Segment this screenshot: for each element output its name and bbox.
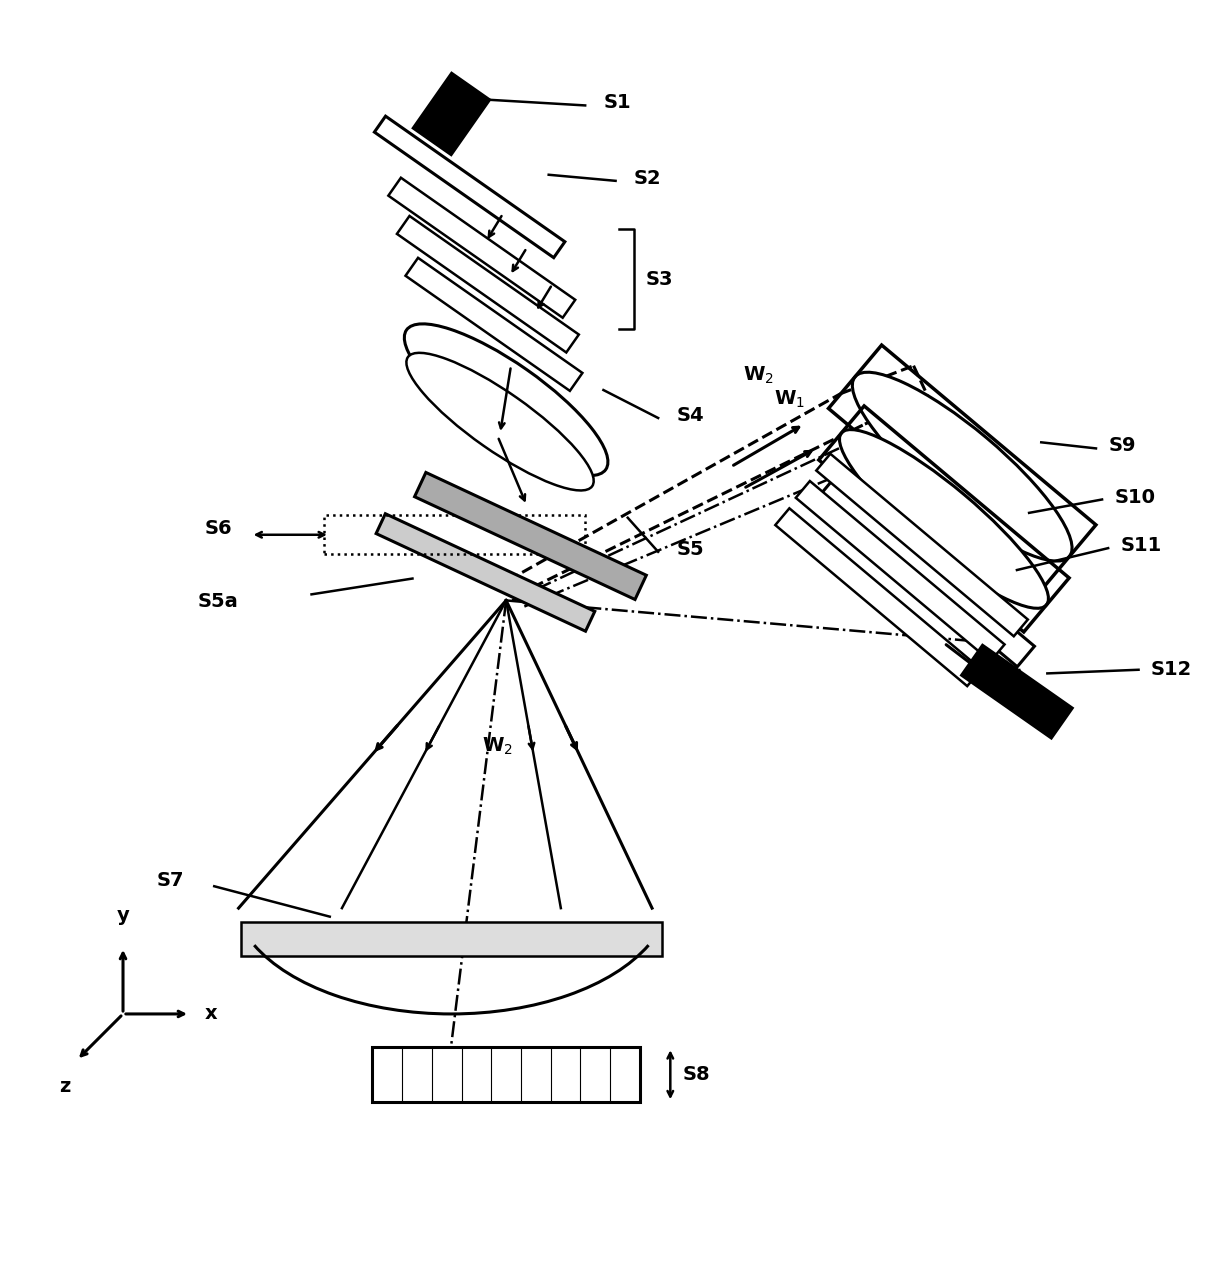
Polygon shape (389, 177, 575, 318)
Polygon shape (397, 216, 579, 352)
Bar (372, 1047, 640, 1102)
Text: y: y (117, 907, 129, 925)
Text: x: x (205, 1004, 217, 1024)
Text: S5a: S5a (197, 592, 239, 611)
Polygon shape (414, 472, 646, 599)
Text: S5: S5 (677, 540, 705, 559)
Text: z: z (59, 1078, 71, 1096)
Text: S10: S10 (1114, 487, 1156, 507)
Polygon shape (413, 73, 490, 154)
Text: S1: S1 (603, 94, 631, 112)
Text: S2: S2 (634, 168, 662, 188)
Ellipse shape (840, 430, 1048, 608)
Polygon shape (962, 646, 1073, 738)
Ellipse shape (405, 324, 608, 476)
Text: S8: S8 (683, 1065, 711, 1084)
Text: S9: S9 (1108, 436, 1136, 455)
Text: W$_2$: W$_2$ (482, 736, 513, 757)
Text: S6: S6 (205, 520, 233, 538)
Text: S3: S3 (646, 270, 673, 289)
Polygon shape (406, 257, 583, 391)
Polygon shape (775, 508, 981, 687)
Text: S7: S7 (156, 871, 184, 890)
Polygon shape (796, 481, 1004, 661)
Ellipse shape (852, 372, 1072, 561)
Ellipse shape (406, 352, 594, 490)
Text: S11: S11 (1120, 536, 1162, 556)
Polygon shape (817, 478, 1035, 666)
Text: W$_1$: W$_1$ (774, 390, 805, 410)
Text: S4: S4 (677, 406, 705, 426)
Polygon shape (374, 116, 564, 257)
Text: S12: S12 (1151, 660, 1192, 679)
Polygon shape (241, 922, 662, 955)
Text: W$_2$: W$_2$ (744, 365, 774, 386)
Bar (324, 516, 585, 554)
Polygon shape (377, 513, 595, 631)
Polygon shape (817, 454, 1028, 637)
